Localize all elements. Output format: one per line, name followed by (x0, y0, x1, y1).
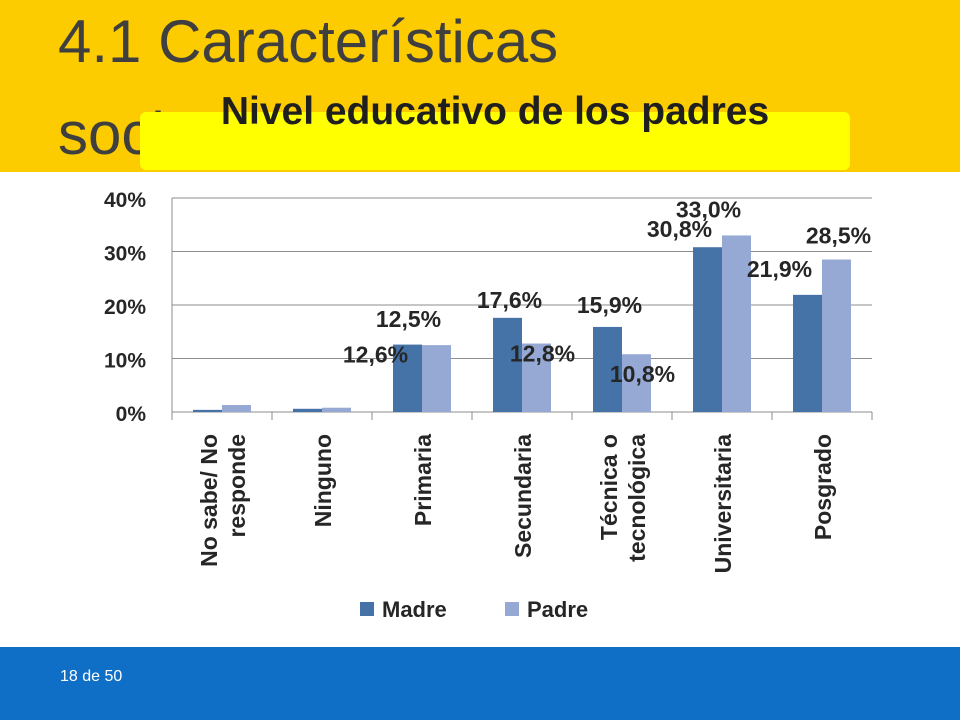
footer-band (0, 647, 960, 720)
legend-label-madre: Madre (382, 597, 447, 622)
y-tick-label: 20% (104, 296, 146, 319)
category-label-line: Posgrado (810, 434, 836, 540)
bar-padre (422, 345, 451, 412)
category-label: Secundaria (510, 434, 536, 558)
chart-title: Nivel educativo de los padres (220, 90, 770, 133)
bar-padre (522, 343, 551, 412)
category-label: No sabe/ No responde (196, 434, 250, 567)
bar-madre (293, 408, 322, 412)
data-label: 12,8% (510, 341, 575, 367)
y-axis-ticks: 0% 10% 20% 30% 40% (104, 189, 146, 426)
bars (193, 235, 851, 412)
y-tick-label: 40% (104, 189, 146, 212)
category-label-line: Ninguno (310, 434, 336, 527)
y-tick-label: 30% (104, 243, 146, 266)
y-tick-label: 10% (104, 350, 146, 373)
category-label-line: responde (224, 434, 250, 538)
data-label: 30,8% (647, 216, 712, 242)
bar-padre (822, 259, 851, 412)
slide-title: 4.1 Características (58, 8, 559, 75)
category-label-line: No sabe/ No (196, 434, 222, 567)
category-label: Primaria (410, 434, 436, 526)
category-label-line: Técnica o (596, 434, 622, 540)
data-label: 10,8% (610, 361, 675, 387)
data-label: 12,5% (376, 306, 441, 332)
data-label: 21,9% (747, 256, 812, 282)
category-label: Universitaria (710, 434, 736, 574)
category-label: Técnica o tecnológica (596, 434, 650, 562)
legend-label-padre: Padre (527, 597, 588, 622)
bar-padre (622, 354, 651, 412)
category-label: Posgrado (810, 434, 836, 540)
data-labels: 12,6% 17,6% 15,9% 30,8% 21,9% 12,5% 12,8% 10,8%… (343, 196, 871, 387)
category-label-line: Universitaria (710, 434, 736, 574)
bar-madre (793, 294, 822, 412)
x-axis-labels: No sabe/ No responde Ninguno Primaria Secund… (196, 434, 836, 574)
y-tick-label: 0% (116, 403, 147, 426)
bar-madre (593, 326, 622, 412)
category-label: Ninguno (310, 434, 336, 527)
bar-madre (493, 317, 522, 412)
legend-swatch-padre (505, 602, 519, 616)
data-label: 17,6% (477, 287, 542, 313)
category-label-line: Secundaria (510, 434, 536, 558)
data-label: 28,5% (806, 223, 871, 249)
data-label: 12,6% (343, 342, 408, 368)
category-label-line: Primaria (410, 434, 436, 526)
bar-padre (322, 407, 351, 412)
data-label: 33,0% (676, 196, 741, 222)
bar-madre (193, 409, 222, 412)
bar-madre (693, 247, 722, 412)
slide-number: 18 de 50 (60, 668, 123, 685)
data-label: 15,9% (577, 292, 642, 318)
category-label-line: tecnológica (624, 434, 650, 562)
chart-title-box (140, 112, 850, 170)
legend: Madre Padre (360, 597, 588, 622)
legend-swatch-madre (360, 602, 374, 616)
bar-padre (222, 405, 251, 412)
bar-madre (393, 344, 422, 412)
bar-padre (722, 235, 751, 412)
bar-chart: 0% 10% 20% 30% 40% No sabe/ No responde Ningun… (104, 189, 873, 622)
